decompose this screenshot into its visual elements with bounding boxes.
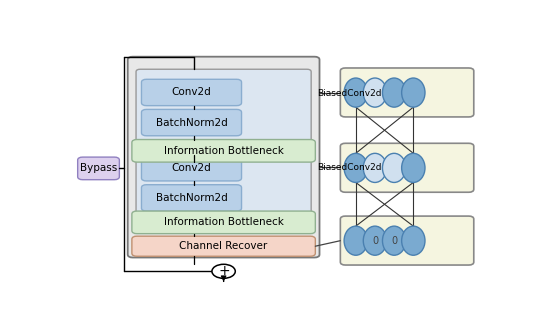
Ellipse shape <box>363 78 387 107</box>
Ellipse shape <box>363 153 387 183</box>
Text: BiasedConv2d: BiasedConv2d <box>317 163 382 172</box>
FancyBboxPatch shape <box>132 236 315 256</box>
Text: 0: 0 <box>372 236 378 246</box>
Ellipse shape <box>344 153 367 183</box>
Ellipse shape <box>402 78 425 107</box>
Text: $+$: $+$ <box>217 264 230 278</box>
Text: BatchNorm2d: BatchNorm2d <box>155 118 228 127</box>
Ellipse shape <box>383 153 406 183</box>
Ellipse shape <box>402 153 425 183</box>
FancyBboxPatch shape <box>341 143 474 192</box>
Text: 0: 0 <box>391 236 397 246</box>
Text: Conv2d: Conv2d <box>172 87 211 97</box>
FancyBboxPatch shape <box>141 110 242 136</box>
Text: Bypass: Bypass <box>80 163 117 173</box>
Ellipse shape <box>383 78 406 107</box>
FancyBboxPatch shape <box>141 155 242 181</box>
Circle shape <box>212 264 235 278</box>
Text: Information Bottleneck: Information Bottleneck <box>164 146 284 156</box>
FancyBboxPatch shape <box>341 68 474 117</box>
FancyBboxPatch shape <box>132 140 315 162</box>
FancyBboxPatch shape <box>341 216 474 265</box>
FancyBboxPatch shape <box>136 160 311 225</box>
Text: BatchNorm2d: BatchNorm2d <box>155 193 228 203</box>
Text: Information Bottleneck: Information Bottleneck <box>164 217 284 227</box>
Ellipse shape <box>402 226 425 255</box>
Text: BiasedConv2d: BiasedConv2d <box>317 89 382 97</box>
Text: Channel Recover: Channel Recover <box>180 241 268 251</box>
FancyBboxPatch shape <box>132 211 315 234</box>
Ellipse shape <box>383 226 406 255</box>
FancyBboxPatch shape <box>128 57 320 258</box>
Ellipse shape <box>344 78 367 107</box>
FancyBboxPatch shape <box>136 69 311 155</box>
Ellipse shape <box>363 226 387 255</box>
Text: Conv2d: Conv2d <box>172 163 211 173</box>
Ellipse shape <box>344 226 367 255</box>
FancyBboxPatch shape <box>77 157 119 180</box>
FancyBboxPatch shape <box>141 185 242 211</box>
FancyBboxPatch shape <box>141 79 242 106</box>
